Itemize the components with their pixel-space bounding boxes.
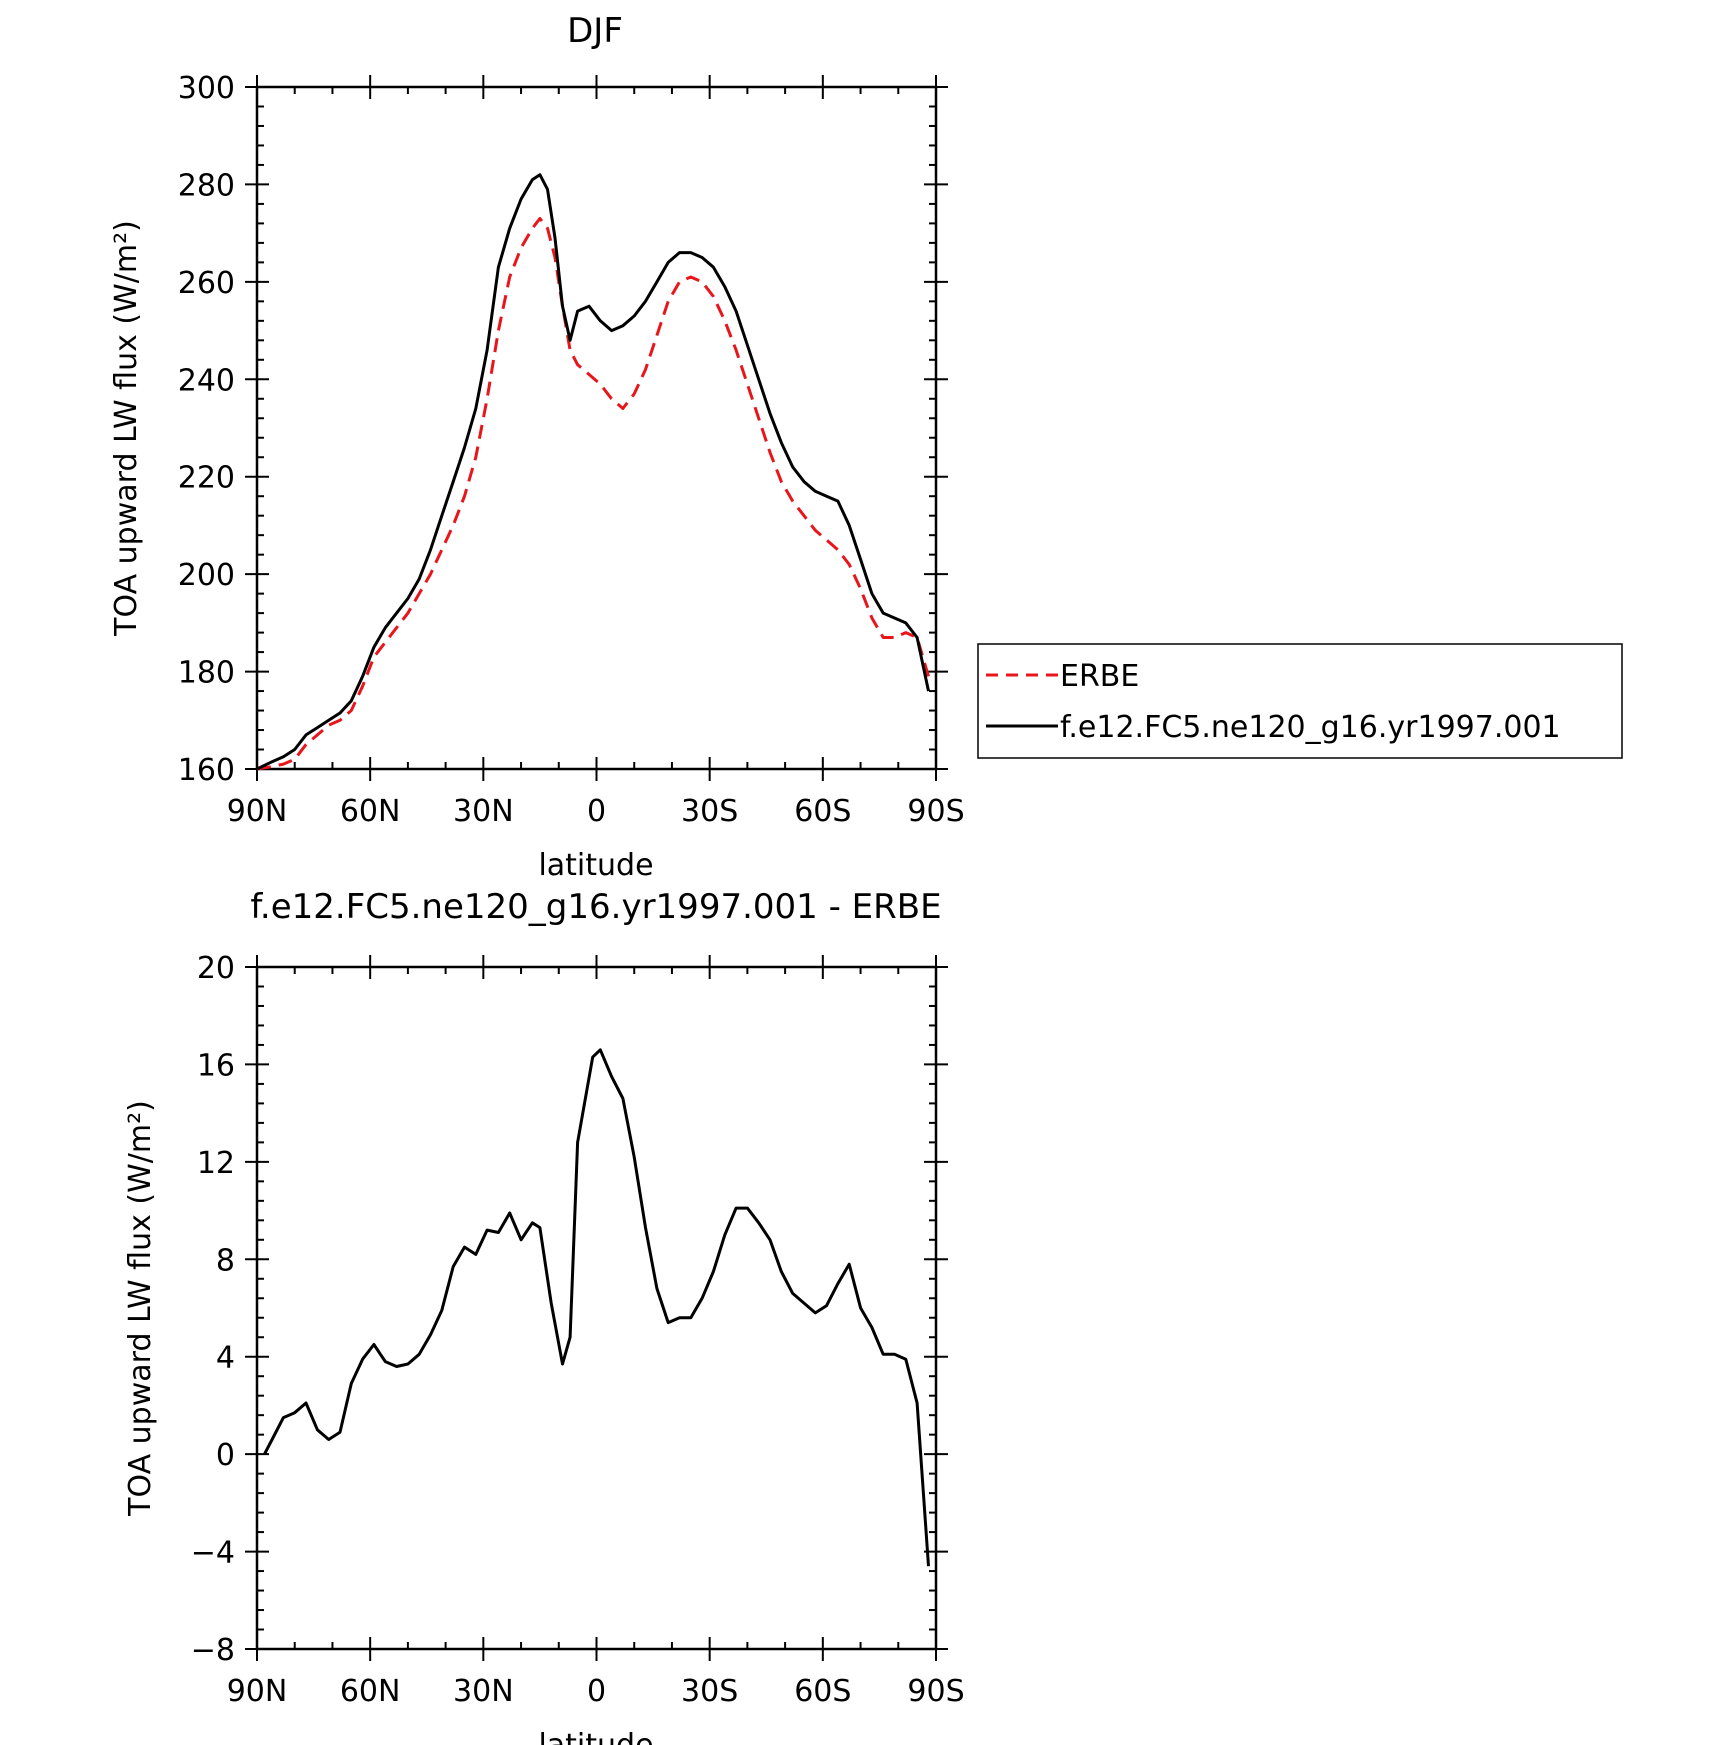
top-ticks [245, 75, 948, 781]
top-y-tick-label: 240 [178, 363, 235, 398]
top-y-tick-label: 200 [178, 558, 235, 593]
bottom-x-tick-label: 60N [340, 1674, 401, 1709]
top-x-tick-label: 30S [681, 794, 738, 829]
top-x-axis-label: latitude [538, 848, 653, 883]
top-y-tick-label: 260 [178, 266, 235, 301]
legend-label-erbe: ERBE [1060, 659, 1139, 694]
bottom-series-line-0 [263, 1048, 930, 1567]
top-series-lines [256, 173, 930, 771]
top-y-tick-label: 220 [178, 461, 235, 496]
top-y-tick-labels: 160 180 200 220 240 260 280 300 [178, 71, 235, 788]
top-y-tick-label: 160 [178, 753, 235, 788]
top-series-line-1 [256, 173, 930, 771]
bottom-y-tick-label: 16 [197, 1048, 235, 1083]
top-plot-frame [255, 85, 938, 771]
top-x-tick-label: 30N [453, 794, 514, 829]
bottom-series-lines [263, 1048, 930, 1567]
top-x-tick-label: 90S [907, 794, 964, 829]
top-y-axis-label: TOA upward LW flux (W/m²) [109, 220, 144, 637]
bottom-y-tick-label: −4 [191, 1536, 235, 1571]
top-panel: DJF 90N 60N 30N 0 30S 60S 90S 160 180 200 220 240 2… [109, 11, 965, 883]
top-y-tick-label: 300 [178, 71, 235, 106]
bottom-plot-frame [255, 965, 938, 1651]
bottom-y-axis-label: TOA upward LW flux (W/m²) [123, 1100, 158, 1517]
bottom-panel: f.e12.FC5.ne120_g16.yr1997.001 - ERBE 90… [123, 887, 965, 1745]
bottom-x-tick-label: 60S [794, 1674, 851, 1709]
bottom-x-tick-label: 0 [587, 1674, 606, 1709]
top-y-tick-label: 280 [178, 168, 235, 203]
top-y-tick-label: 180 [178, 656, 235, 691]
bottom-x-tick-label: 90S [907, 1674, 964, 1709]
bottom-y-tick-label: 8 [216, 1243, 235, 1278]
bottom-x-axis-label: latitude [538, 1728, 653, 1745]
bottom-y-tick-label: 12 [197, 1146, 235, 1181]
legend: ERBE f.e12.FC5.ne120_g16.yr1997.001 [977, 643, 1623, 759]
legend-label-model: f.e12.FC5.ne120_g16.yr1997.001 [1060, 710, 1561, 745]
bottom-y-tick-labels: −8 −4 0 4 8 12 16 20 [191, 951, 235, 1668]
bottom-title: f.e12.FC5.ne120_g16.yr1997.001 - ERBE [250, 887, 941, 927]
bottom-y-tick-label: 0 [216, 1438, 235, 1473]
bottom-y-tick-label: 4 [216, 1341, 235, 1376]
bottom-y-tick-label: −8 [191, 1633, 235, 1668]
top-x-tick-labels: 90N 60N 30N 0 30S 60S 90S [227, 794, 965, 829]
bottom-x-tick-labels: 90N 60N 30N 0 30S 60S 90S [227, 1674, 965, 1709]
top-x-tick-label: 60N [340, 794, 401, 829]
bottom-x-tick-label: 90N [227, 1674, 288, 1709]
bottom-y-tick-label: 20 [197, 951, 235, 986]
legend-box [977, 643, 1623, 759]
top-x-tick-label: 90N [227, 794, 288, 829]
bottom-ticks [245, 955, 948, 1661]
top-x-tick-label: 0 [587, 794, 606, 829]
top-series-line-0 [256, 217, 930, 771]
top-title: DJF [567, 11, 623, 51]
top-x-tick-label: 60S [794, 794, 851, 829]
bottom-x-tick-label: 30S [681, 1674, 738, 1709]
bottom-x-tick-label: 30N [453, 1674, 514, 1709]
